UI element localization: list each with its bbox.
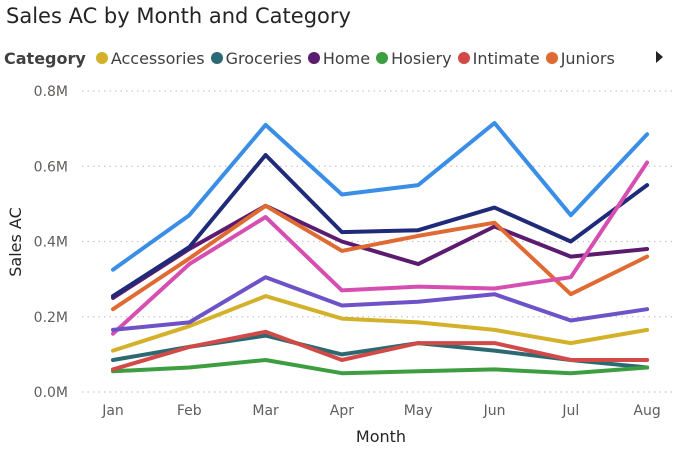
- legend-label: Intimate: [472, 48, 540, 68]
- series-lines: [111, 121, 650, 376]
- series-line-accessories[interactable]: [111, 294, 650, 353]
- legend-marker: [210, 52, 223, 64]
- series-line-unnamed-8[interactable]: [111, 160, 650, 336]
- y-tick-label: 0.8M: [34, 84, 68, 100]
- y-axis-ticks: 0.0M 0.2M 0.4M 0.6M 0.8M: [34, 84, 68, 401]
- series-line-unnamed-6[interactable]: [111, 121, 650, 272]
- series-line-home[interactable]: [111, 203, 650, 300]
- legend-label: Hosiery: [391, 48, 452, 68]
- legend-item-juniors[interactable]: Juniors: [545, 48, 615, 68]
- legend-item-accessories[interactable]: Accessories: [95, 48, 205, 68]
- legend-label: Home: [322, 48, 371, 68]
- y-tick-label: 0.6M: [34, 159, 68, 175]
- legend-marker: [545, 52, 558, 64]
- x-tick-label: Aug: [633, 403, 660, 419]
- x-tick-label: Mar: [252, 403, 279, 419]
- x-tick-label: May: [404, 403, 433, 419]
- series-line-juniors[interactable]: [111, 203, 650, 312]
- gridlines: [82, 90, 672, 393]
- series-line-unnamed-7[interactable]: [111, 153, 650, 299]
- legend-marker: [376, 52, 389, 64]
- x-tick-label: Jun: [483, 403, 506, 419]
- legend-item-hosiery[interactable]: Hosiery: [376, 49, 452, 68]
- series-line-hosiery[interactable]: [111, 358, 650, 376]
- legend-label: Accessories: [110, 48, 205, 68]
- legend: Category Accessories Groceries Home Hosi…: [4, 47, 621, 69]
- legend-item-intimate[interactable]: Intimate: [457, 48, 540, 68]
- y-tick-label: 0.0M: [34, 385, 68, 401]
- legend-item-groceries[interactable]: Groceries: [210, 48, 302, 68]
- legend-marker: [95, 52, 108, 64]
- legend-item-home[interactable]: Home: [307, 48, 371, 68]
- legend-title: Category: [4, 48, 86, 68]
- x-axis-ticks: Jan Feb Mar Apr May Jun Jul Aug: [101, 403, 661, 419]
- legend-marker: [307, 52, 320, 64]
- series-line-intimate[interactable]: [111, 329, 650, 372]
- chart-title: Sales AC by Month and Category: [6, 4, 351, 28]
- x-axis-label: Month: [356, 427, 406, 446]
- x-tick-label: Feb: [177, 403, 202, 419]
- x-tick-label: Jul: [561, 403, 579, 419]
- x-tick-label: Apr: [330, 403, 354, 419]
- y-tick-label: 0.2M: [34, 310, 68, 326]
- legend-label: Groceries: [225, 48, 302, 68]
- y-axis-label: Sales AC: [6, 207, 25, 277]
- legend-next-arrow-icon[interactable]: [653, 49, 665, 65]
- x-tick-label: Jan: [101, 403, 124, 419]
- legend-label: Juniors: [560, 48, 615, 68]
- series-line-unnamed-9[interactable]: [111, 275, 650, 332]
- legend-marker: [457, 52, 470, 64]
- y-tick-label: 0.4M: [34, 235, 68, 251]
